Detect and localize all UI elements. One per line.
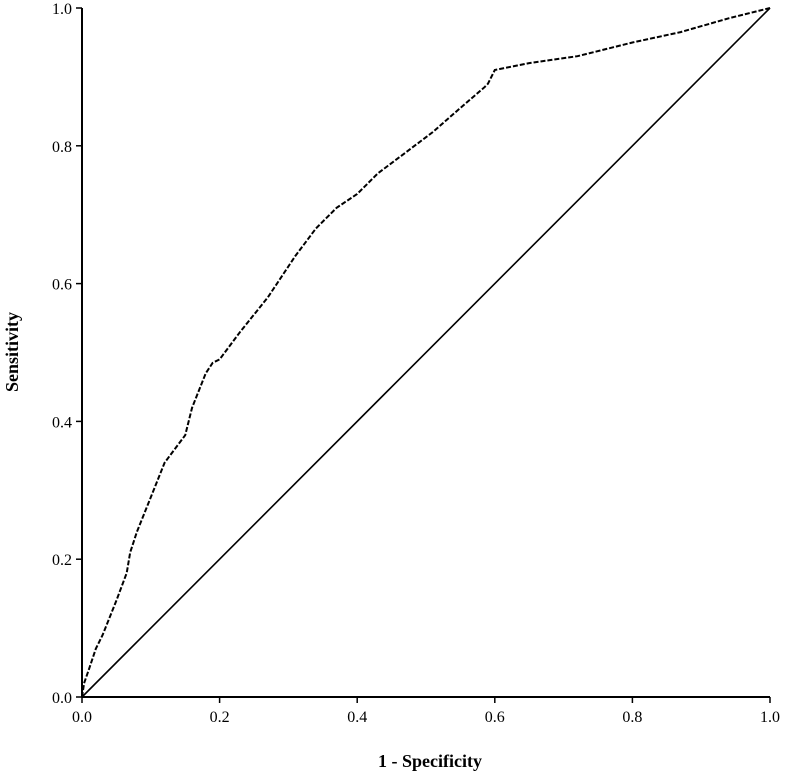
- y-axis-title: Sensitivity: [2, 312, 22, 392]
- x-tick-label: 0.4: [347, 709, 367, 726]
- y-tick-label: 1.0: [52, 1, 72, 18]
- x-tick-label: 0.8: [622, 709, 642, 726]
- x-axis-title: 1 - Specificity: [378, 751, 482, 771]
- reference-diagonal-line: [81, 7, 771, 698]
- x-axis: 0.0 0.2 0.4 0.6 0.8 1.0: [72, 696, 780, 726]
- x-tick-label: 0.0: [72, 709, 92, 726]
- roc-curve-line: [81, 7, 771, 698]
- x-tick-label: 0.2: [210, 709, 230, 726]
- y-tick-label: 0.8: [52, 139, 72, 156]
- x-tick-label: 0.6: [485, 709, 505, 726]
- y-tick-label: 0.6: [52, 277, 72, 294]
- plot-area: [81, 7, 771, 698]
- y-tick-label: 0.2: [52, 552, 72, 569]
- y-tick-label: 0.0: [52, 690, 72, 707]
- y-axis: 0.0 0.2 0.4 0.6 0.8 1.0: [52, 1, 83, 707]
- x-tick-label: 1.0: [760, 709, 780, 726]
- y-tick-label: 0.4: [52, 414, 72, 431]
